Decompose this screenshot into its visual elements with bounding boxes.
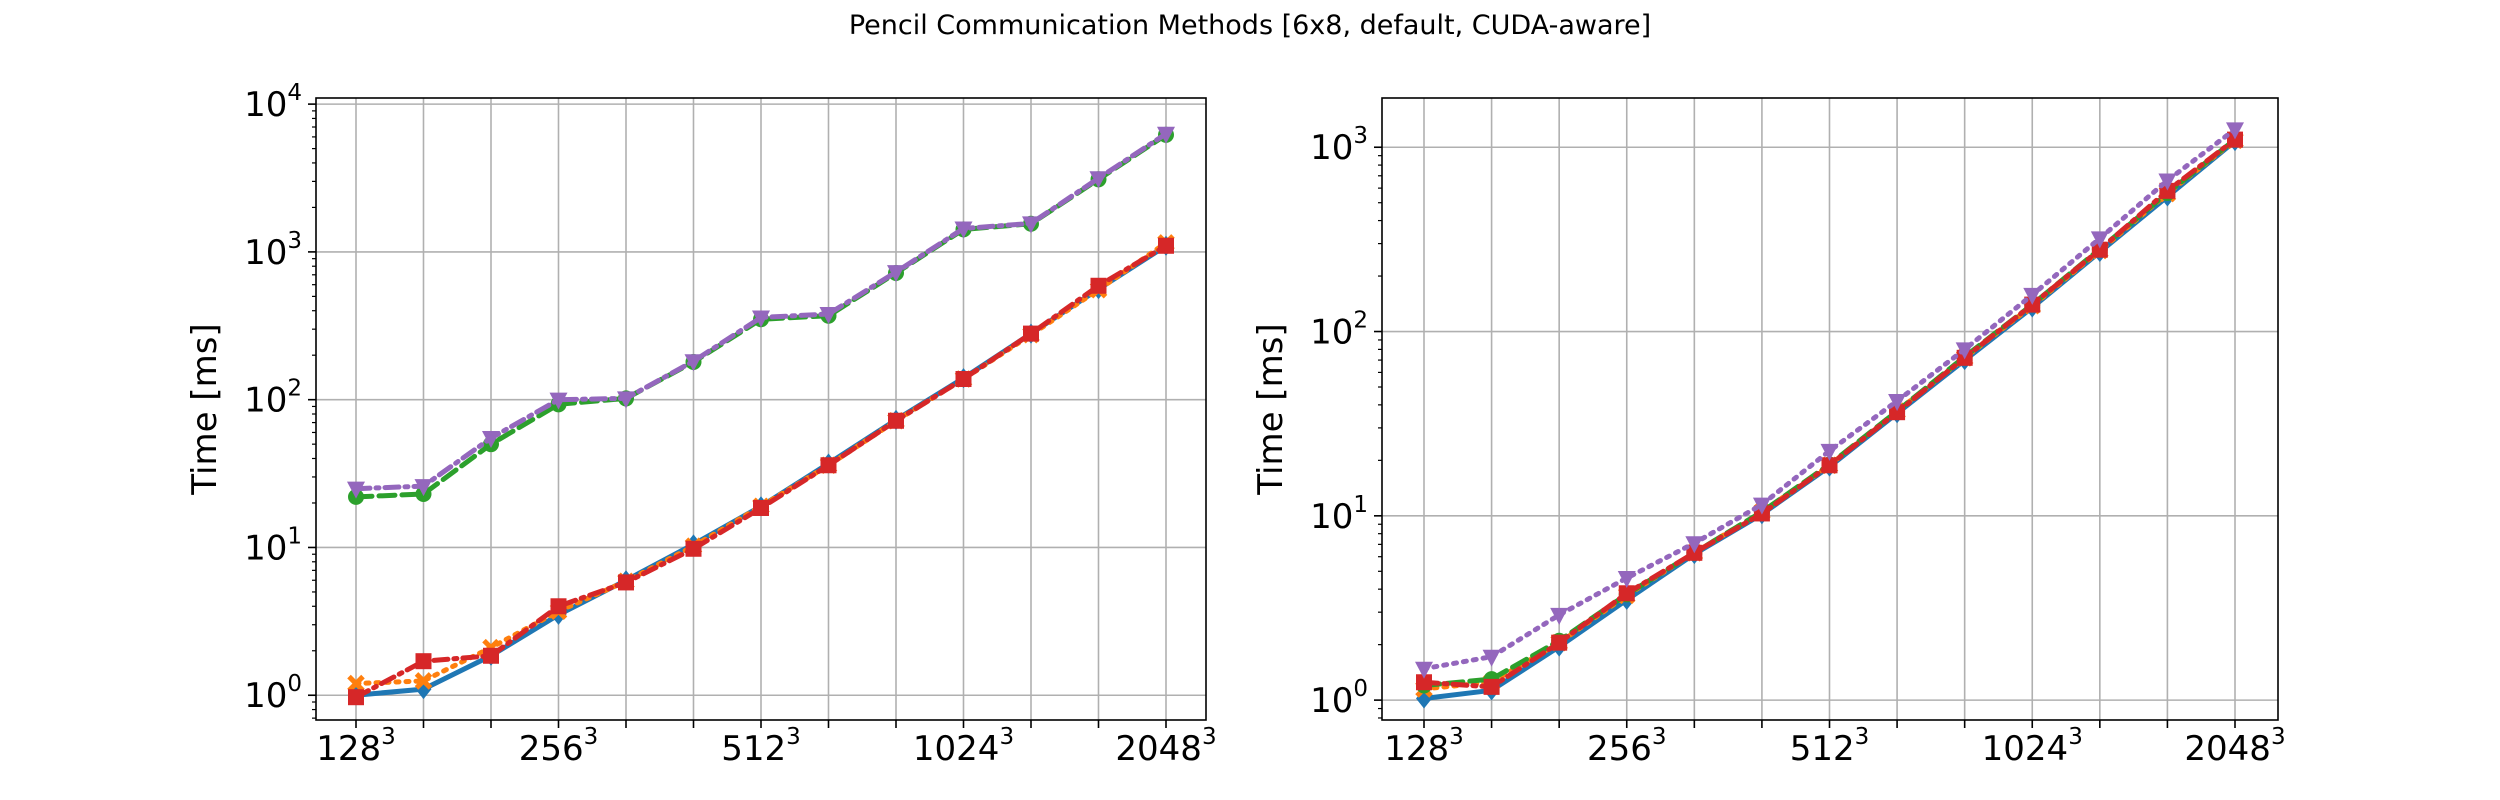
data-point [1821, 457, 1838, 474]
y-tick-label: 102 [1310, 308, 1368, 353]
data-point [2226, 122, 2244, 140]
data-point [414, 672, 433, 690]
data-point [954, 221, 973, 239]
data-point [1158, 237, 1174, 254]
left-plot: 100 101 102 103 104 1283 2563 5123 10243 20483 Tim… [185, 80, 1217, 769]
data-point [618, 574, 634, 591]
x-tick-label: 20483 [1115, 724, 1216, 769]
y-tick-label: 104 [244, 80, 302, 125]
x-tick-label: 20483 [2184, 724, 2285, 769]
data-point [887, 265, 905, 283]
data-point [414, 479, 433, 497]
y-tick-label: 101 [1310, 492, 1368, 537]
x-tick-label: 5123 [721, 724, 801, 769]
data-point [1089, 171, 1108, 189]
data-point [1022, 216, 1040, 234]
data-point [1483, 678, 1500, 695]
data-point [483, 647, 499, 664]
data-point [1551, 634, 1568, 651]
data-point [348, 689, 364, 706]
data-point [1618, 585, 1635, 602]
data-point [1617, 570, 1636, 588]
data-point [2227, 131, 2243, 148]
data-point [685, 540, 702, 557]
data-point [347, 674, 365, 693]
data-point [1550, 607, 1569, 625]
data-point [684, 354, 703, 372]
y-axis-label: Time [ms] [1251, 323, 1291, 495]
data-point [888, 412, 904, 429]
data-point [482, 431, 500, 449]
data-point [415, 653, 432, 670]
data-point [1157, 126, 1175, 144]
data-point [1752, 497, 1771, 515]
y-tick-label: 101 [244, 523, 302, 568]
data-point [752, 310, 770, 328]
data-point [955, 371, 972, 388]
y-axis-label: Time [ms] [185, 323, 225, 495]
axes-frame [1381, 97, 2279, 721]
y-tick-label: 103 [244, 228, 302, 273]
x-tick-label: 5123 [1790, 724, 1870, 769]
y-tick-label: 100 [1310, 676, 1368, 721]
data-point [1023, 325, 1039, 342]
data-point [2090, 231, 2109, 249]
data-point [550, 598, 567, 615]
y-tick-label: 100 [244, 671, 302, 716]
x-tick-label: 10243 [1982, 724, 2083, 769]
figure-title: Pencil Communication Methods [6x8, defau… [848, 10, 1652, 41]
x-tick-label: 2563 [1587, 724, 1667, 769]
data-point [2158, 173, 2177, 191]
x-tick-label: 10243 [913, 724, 1014, 769]
data-point [1482, 649, 1501, 667]
data-point [549, 392, 568, 410]
y-tick-label: 102 [244, 376, 302, 421]
data-point [819, 307, 838, 325]
data-point [617, 391, 635, 409]
data-point [753, 499, 769, 516]
data-point [1416, 674, 1432, 691]
data-point [1090, 277, 1107, 294]
data-point [1415, 661, 1433, 679]
data-point [1889, 404, 1906, 421]
data-point [1820, 443, 1839, 461]
x-tick-label: 1283 [316, 724, 396, 769]
data-point [1685, 536, 1704, 554]
data-point [2091, 241, 2108, 258]
data-point [2023, 287, 2042, 305]
data-point [1888, 393, 1907, 411]
y-tick-label: 103 [1310, 123, 1368, 168]
data-point [347, 481, 365, 499]
data-point [820, 457, 837, 474]
x-tick-label: 1283 [1384, 724, 1464, 769]
data-point [1955, 342, 1974, 360]
axes-frame [315, 97, 1207, 721]
right-plot: 100 101 102 103 1283 2563 5123 10243 20483 Time [… [1251, 97, 2286, 769]
x-tick-label: 2563 [519, 724, 599, 769]
